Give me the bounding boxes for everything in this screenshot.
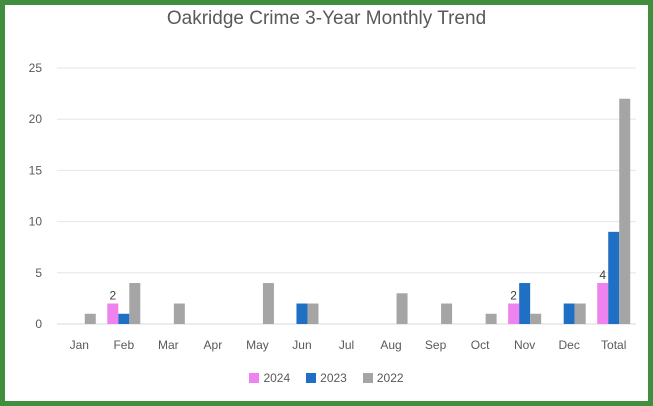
y-tick-label: 25 [29, 61, 43, 75]
legend-label: 2023 [320, 371, 347, 385]
bar-2023-nov [519, 283, 531, 324]
legend-label: 2022 [376, 371, 404, 385]
x-tick-label: Jul [339, 338, 354, 352]
bar-2022-feb [129, 283, 141, 324]
x-tick-label: Nov [514, 338, 535, 352]
x-tick-label: Feb [113, 338, 134, 352]
x-tick-label: Apr [204, 338, 223, 352]
bar-2022-nov [530, 313, 542, 324]
bar-2022-may [262, 283, 274, 324]
legend-label: 2024 [263, 371, 291, 385]
data-label: 4 [599, 268, 606, 282]
chart-title: Oakridge Crime 3-Year Monthly Trend [166, 8, 487, 29]
x-tick-label: Dec [559, 338, 580, 352]
bar-2023-dec [563, 303, 575, 324]
bar-2024-total [597, 283, 609, 324]
legend-item-2023: 2023 [306, 371, 347, 385]
bar-2022-mar [173, 303, 185, 324]
x-tick-label: Sep [425, 338, 447, 352]
legend-swatch [362, 373, 373, 383]
bar-2022-aug [396, 293, 408, 324]
bar-2022-total [619, 98, 631, 324]
x-tick-label: Total [601, 338, 626, 352]
bar-2022-oct [485, 313, 497, 324]
y-tick-label: 20 [29, 112, 43, 126]
bar-2024-nov [508, 303, 520, 324]
bar-2022-jan [84, 313, 96, 324]
bar-2022-dec [574, 303, 586, 324]
x-tick-label: Mar [158, 338, 179, 352]
chart-legend: 2024 2023 2022 [0, 371, 653, 385]
bar-2023-total [608, 231, 620, 324]
x-tick-label: Jan [70, 338, 89, 352]
legend-swatch [249, 373, 260, 383]
y-tick-label: 5 [35, 266, 42, 280]
legend-swatch [306, 373, 317, 383]
x-tick-label: Oct [471, 338, 490, 352]
x-tick-label: Aug [380, 338, 401, 352]
bar-2023-jun [296, 303, 308, 324]
x-tick-label: May [246, 338, 269, 352]
bar-2022-sep [441, 303, 453, 324]
bar-2023-feb [118, 313, 130, 324]
y-tick-label: 15 [29, 163, 43, 177]
legend-item-2022: 2022 [362, 371, 404, 385]
y-tick-label: 0 [35, 317, 42, 331]
x-tick-label: Jun [292, 338, 311, 352]
data-label: 2 [510, 289, 517, 303]
bar-2022-jun [307, 303, 319, 324]
y-tick-label: 10 [29, 215, 43, 229]
data-label: 2 [109, 289, 116, 303]
bar-2024-feb [107, 303, 119, 324]
legend-item-2024: 2024 [249, 371, 290, 385]
